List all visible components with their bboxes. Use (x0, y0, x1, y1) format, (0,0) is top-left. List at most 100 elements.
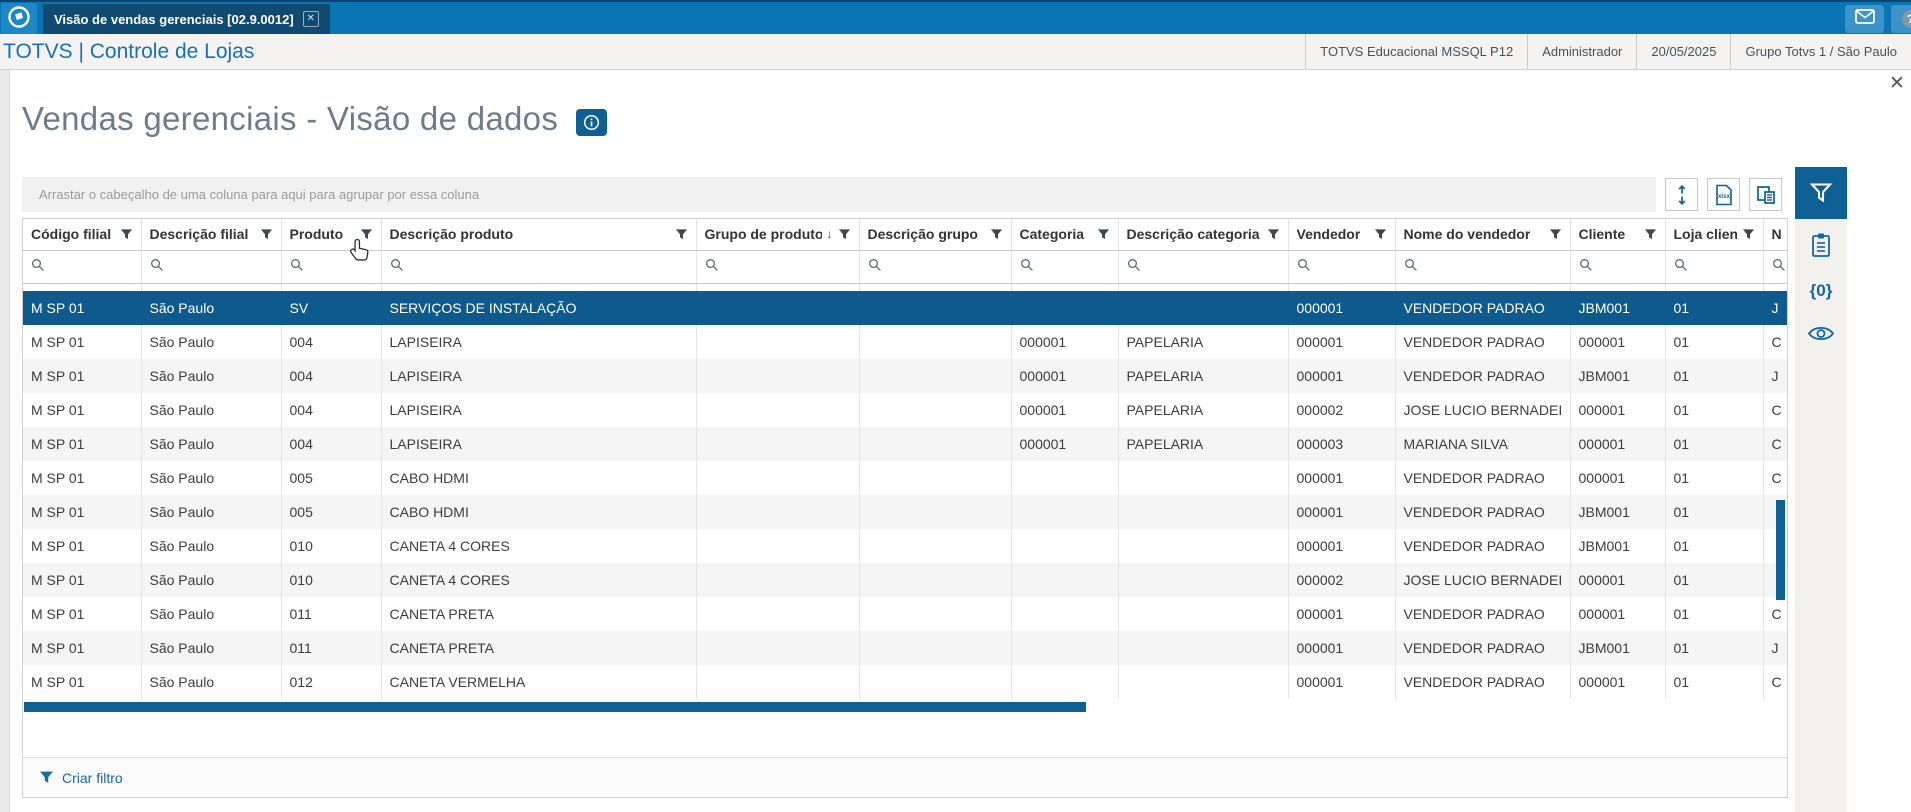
cell: C (1763, 665, 1787, 699)
cell: 000001 (1288, 359, 1396, 393)
help-button[interactable]: ? (1891, 5, 1911, 33)
cell: 000001 (1011, 325, 1119, 359)
group-by-drop-zone[interactable]: Arrastar o cabeçalho de uma coluna para … (22, 177, 1656, 212)
cell: 000001 (1570, 393, 1666, 427)
column-header-11[interactable]: Loja cliente (1665, 219, 1764, 251)
column-search-input-5[interactable] (859, 250, 1012, 284)
cell: São Paulo (141, 665, 282, 699)
sidebar-clipboard-button[interactable] (1809, 232, 1833, 258)
column-header-2[interactable]: Produto (281, 219, 382, 251)
column-chooser-button[interactable] (1749, 178, 1782, 211)
tab-visao-de-vendas-gerenciais[interactable]: Visão de vendas gerenciais [02.9.0012] ✕ (43, 4, 330, 34)
column-search-input-7[interactable] (1118, 250, 1289, 284)
table-row[interactable]: M SP 01 São Paulo SV SERVIÇOS DE INSTALAÇÃO… (23, 291, 1787, 325)
column-filter-icon[interactable] (990, 228, 1003, 241)
cell: 000001 (1288, 665, 1396, 699)
column-header-6[interactable]: Categoria (1011, 219, 1119, 251)
group-branch-label: Grupo Totvs 1 / São Paulo (1730, 34, 1911, 69)
horizontal-scrollbar-thumb[interactable] (24, 702, 1086, 712)
column-search-input-11[interactable] (1665, 250, 1764, 284)
sidebar-parameters-button[interactable]: {0} (1809, 281, 1833, 300)
table-row[interactable]: M SP 01 São Paulo 005 CABO HDMI 000001 VENDED… (23, 461, 1787, 495)
column-search-input-10[interactable] (1570, 250, 1666, 284)
cell: São Paulo (141, 461, 282, 495)
column-header-10[interactable]: Cliente (1570, 219, 1666, 251)
cell (1011, 291, 1119, 325)
column-filter-icon[interactable] (1549, 228, 1562, 241)
column-filter-icon[interactable] (260, 228, 273, 241)
cell: C (1763, 597, 1787, 631)
horizontal-scrollbar[interactable] (23, 702, 1787, 712)
column-search-input-12[interactable] (1763, 250, 1787, 284)
table-row[interactable]: M SP 01 São Paulo 004 LAPISEIRA 000001 PAPELA… (23, 393, 1787, 427)
column-header-9[interactable]: Nome do vendedor (1395, 219, 1571, 251)
cell (1118, 631, 1289, 665)
grid-toolbar: Arrastar o cabeçalho de uma coluna para … (22, 177, 1788, 212)
close-page-icon[interactable]: ✕ (1889, 73, 1905, 94)
cell (1011, 529, 1119, 563)
cell (1011, 631, 1119, 665)
cell: VENDEDOR PADRAO (1395, 359, 1571, 393)
cell: C (1763, 325, 1787, 359)
cell: M SP 01 (23, 359, 142, 393)
cell: JBM001 (1570, 359, 1666, 393)
mail-button[interactable] (1845, 5, 1884, 33)
column-search-input-9[interactable] (1395, 250, 1571, 284)
column-search-input-2[interactable] (281, 250, 382, 284)
column-header-12[interactable]: N (1763, 219, 1787, 251)
column-header-label: Loja cliente (1673, 226, 1737, 243)
column-filter-icon[interactable] (838, 228, 851, 241)
column-filter-icon[interactable] (1742, 228, 1755, 241)
cell: LAPISEIRA (381, 427, 697, 461)
column-filter-icon[interactable] (1374, 228, 1387, 241)
column-filter-icon[interactable] (120, 228, 133, 241)
cell: 01 (1665, 529, 1764, 563)
fit-rows-button[interactable] (1665, 178, 1698, 211)
column-filter-icon[interactable] (1267, 228, 1280, 241)
column-header-5[interactable]: Descrição grupo (859, 219, 1012, 251)
table-row[interactable]: M SP 01 São Paulo 004 LAPISEIRA 000001 PAPELA… (23, 359, 1787, 393)
export-xlsx-button[interactable]: xlsx (1707, 178, 1740, 211)
column-search-input-1[interactable] (141, 250, 282, 284)
column-header-8[interactable]: Vendedor (1288, 219, 1396, 251)
cell (859, 563, 1012, 597)
table-row[interactable]: M SP 01 São Paulo 004 LAPISEIRA 000001 PAPELA… (23, 325, 1787, 359)
column-search-input-3[interactable] (381, 250, 697, 284)
column-filter-icon[interactable] (675, 228, 688, 241)
table-row[interactable]: M SP 01 São Paulo 010 CANETA 4 CORES 000001 V… (23, 529, 1787, 563)
export-xlsx-icon: xlsx (1715, 184, 1732, 205)
cell: LAPISEIRA (381, 393, 697, 427)
column-filter-icon[interactable] (360, 228, 373, 241)
cell: 01 (1665, 597, 1764, 631)
sidebar: {0} (1795, 219, 1847, 812)
table-row[interactable]: M SP 01 São Paulo 005 CABO HDMI 000001 VENDED… (23, 495, 1787, 529)
table-row[interactable]: M SP 01 São Paulo 012 CANETA VERMELHA 000001… (23, 665, 1787, 699)
column-search-input-6[interactable] (1011, 250, 1119, 284)
cell: São Paulo (141, 359, 282, 393)
create-filter-button[interactable]: Criar filtro (23, 757, 1787, 797)
tab-close-icon[interactable]: ✕ (302, 11, 319, 27)
column-header-4[interactable]: Grupo de produto ↓ (696, 219, 860, 251)
column-header-3[interactable]: Descrição produto (381, 219, 697, 251)
cell: PAPELARIA (1118, 359, 1289, 393)
column-search-input-0[interactable] (23, 250, 142, 284)
column-header-1[interactable]: Descrição filial (141, 219, 282, 251)
cell: JBM001 (1570, 495, 1666, 529)
table-row[interactable]: M SP 01 São Paulo 011 CANETA PRETA 000001 VEN… (23, 631, 1787, 665)
totvs-logo-button[interactable] (1, 3, 37, 35)
vertical-scrollbar-thumb[interactable] (1776, 500, 1785, 600)
table-row[interactable]: M SP 01 São Paulo 010 CANETA 4 CORES 000002 J… (23, 563, 1787, 597)
column-search-input-8[interactable] (1288, 250, 1396, 284)
column-header-0[interactable]: Código filial (23, 219, 142, 251)
sidebar-preview-button[interactable] (1807, 324, 1835, 343)
column-header-7[interactable]: Descrição categoria (1118, 219, 1289, 251)
info-button[interactable] (576, 108, 608, 136)
sidebar-filter-button[interactable] (1795, 167, 1847, 219)
column-search-input-4[interactable] (696, 250, 860, 284)
cell: M SP 01 (23, 427, 142, 461)
sort-descending-icon[interactable]: ↓ (826, 227, 833, 242)
column-filter-icon[interactable] (1097, 228, 1110, 241)
table-row[interactable]: M SP 01 São Paulo 011 CANETA PRETA 000001 VEN… (23, 597, 1787, 631)
table-row[interactable]: M SP 01 São Paulo 004 LAPISEIRA 000001 PAPELA… (23, 427, 1787, 461)
column-filter-icon[interactable] (1644, 228, 1657, 241)
